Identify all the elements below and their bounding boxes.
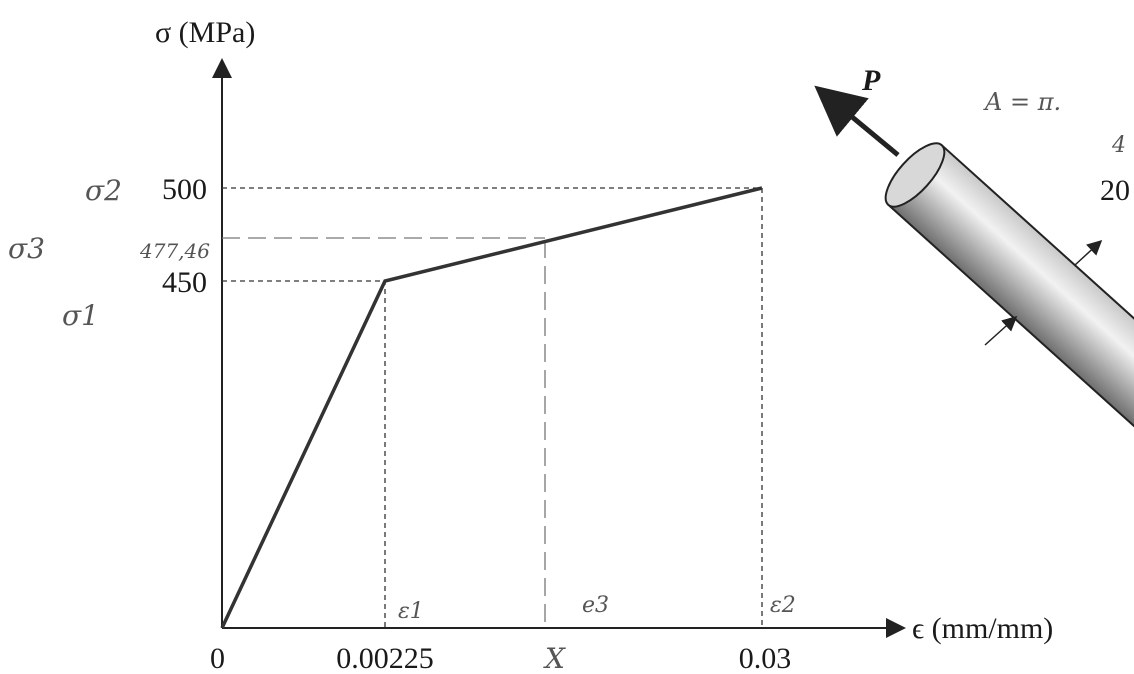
origin-label: 0 <box>210 642 225 674</box>
y-axis-label: σ (MPa) <box>155 16 255 49</box>
note: 477,46 <box>139 239 210 263</box>
note: ε1 <box>398 599 424 624</box>
x-axis-label: ϵ (mm/mm) <box>912 612 1053 645</box>
note: σ2 <box>85 174 122 207</box>
note: σ1 <box>62 299 99 332</box>
y-label: 500 <box>162 173 207 206</box>
x-label: 0.00225 <box>336 642 434 674</box>
load-arrow <box>822 92 898 155</box>
guide-handwritten <box>222 238 545 628</box>
stress-strain-curve <box>222 188 762 628</box>
load-label: P <box>861 64 881 97</box>
note: X <box>543 642 566 674</box>
diagram: σ (MPa) ϵ (mm/mm) 0 0.00225 0.03 500 450… <box>0 0 1134 674</box>
note: A = π. <box>983 88 1061 116</box>
note: σ3 <box>8 232 45 265</box>
diameter-label: 20 <box>1100 174 1130 207</box>
specimen <box>876 135 1134 486</box>
x-label: 0.03 <box>739 642 792 674</box>
note: e3 <box>582 593 609 618</box>
dimension-arrow <box>985 318 1015 345</box>
note: ε2 <box>770 593 796 618</box>
y-label: 450 <box>162 266 207 299</box>
dimension-arrow <box>1075 242 1100 265</box>
note: 4 <box>1111 133 1126 158</box>
